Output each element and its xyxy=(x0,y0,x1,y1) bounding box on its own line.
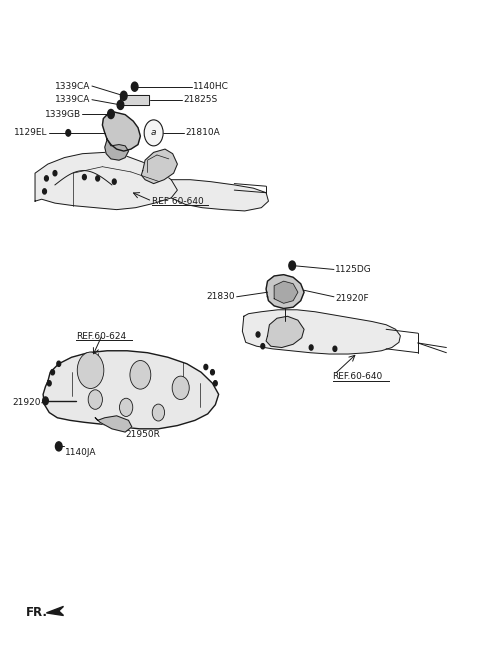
Text: REF 60-640: REF 60-640 xyxy=(152,197,204,206)
Circle shape xyxy=(48,380,51,386)
Circle shape xyxy=(289,261,296,270)
Circle shape xyxy=(112,179,116,184)
Text: 1129EL: 1129EL xyxy=(14,129,48,137)
Polygon shape xyxy=(266,275,304,308)
Circle shape xyxy=(57,361,60,367)
Circle shape xyxy=(120,398,133,417)
Polygon shape xyxy=(96,416,132,432)
Circle shape xyxy=(77,352,104,388)
Circle shape xyxy=(108,110,114,119)
Polygon shape xyxy=(266,316,304,348)
Text: a: a xyxy=(151,129,156,137)
Polygon shape xyxy=(242,310,400,354)
Circle shape xyxy=(88,390,102,409)
Polygon shape xyxy=(43,351,219,429)
Text: 1339CA: 1339CA xyxy=(55,95,91,104)
Circle shape xyxy=(144,120,163,146)
Circle shape xyxy=(117,100,124,110)
Circle shape xyxy=(83,174,86,180)
Circle shape xyxy=(66,130,71,136)
Polygon shape xyxy=(120,95,149,105)
Polygon shape xyxy=(274,281,298,303)
Text: 21950R: 21950R xyxy=(125,430,160,439)
Text: 1125DG: 1125DG xyxy=(335,265,372,274)
Circle shape xyxy=(256,332,260,337)
Polygon shape xyxy=(105,139,129,160)
Polygon shape xyxy=(141,149,178,184)
Text: 1140HC: 1140HC xyxy=(192,81,228,91)
Circle shape xyxy=(333,346,337,352)
Circle shape xyxy=(152,404,165,421)
Text: 21920F: 21920F xyxy=(335,295,369,303)
Circle shape xyxy=(132,82,138,91)
Circle shape xyxy=(51,369,55,375)
Polygon shape xyxy=(102,112,140,151)
Circle shape xyxy=(214,380,217,386)
Text: 21920: 21920 xyxy=(12,398,41,407)
Circle shape xyxy=(211,369,215,375)
Circle shape xyxy=(309,345,313,350)
Circle shape xyxy=(96,176,99,181)
Circle shape xyxy=(43,397,48,405)
Text: REF.60-640: REF.60-640 xyxy=(333,373,383,381)
Text: 1339GB: 1339GB xyxy=(45,110,81,119)
Text: 1140JA: 1140JA xyxy=(64,449,96,457)
Circle shape xyxy=(204,365,208,369)
Text: 1339CA: 1339CA xyxy=(55,81,91,91)
Polygon shape xyxy=(171,180,268,211)
Circle shape xyxy=(45,176,48,181)
Text: 21830: 21830 xyxy=(206,293,235,301)
Polygon shape xyxy=(47,606,63,615)
Circle shape xyxy=(130,361,151,389)
Circle shape xyxy=(172,376,189,400)
Text: 21810A: 21810A xyxy=(185,129,220,137)
Polygon shape xyxy=(35,152,178,210)
Circle shape xyxy=(261,344,264,349)
Text: 21825S: 21825S xyxy=(183,95,217,104)
Circle shape xyxy=(56,442,62,451)
Circle shape xyxy=(53,171,57,176)
Circle shape xyxy=(120,91,127,100)
Circle shape xyxy=(43,189,47,194)
Text: FR.: FR. xyxy=(25,606,48,619)
Text: REF.60-624: REF.60-624 xyxy=(76,332,126,341)
